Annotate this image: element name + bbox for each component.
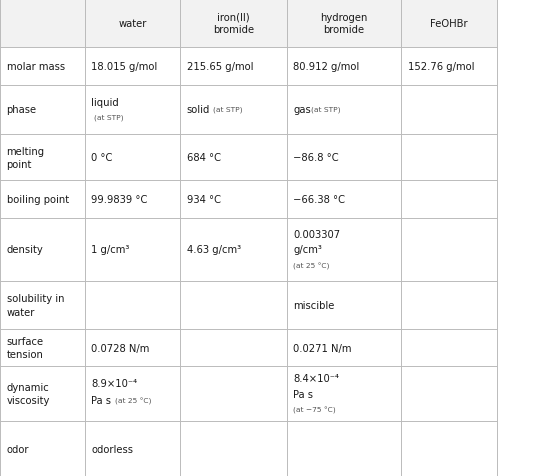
Text: (at 25 °C): (at 25 °C)	[115, 397, 152, 404]
Text: 4.63 g/cm³: 4.63 g/cm³	[187, 245, 241, 255]
Text: odorless: odorless	[91, 444, 133, 454]
Text: 0.003307: 0.003307	[293, 229, 340, 239]
Text: 934 °C: 934 °C	[187, 195, 221, 205]
Text: (at STP): (at STP)	[213, 107, 242, 113]
Text: miscible: miscible	[293, 300, 335, 310]
Text: gas: gas	[293, 105, 311, 115]
Text: (at 25 °C): (at 25 °C)	[293, 263, 330, 270]
Text: solubility in
water: solubility in water	[7, 294, 64, 317]
Text: melting
point: melting point	[7, 146, 45, 169]
Text: 80.912 g/mol: 80.912 g/mol	[293, 62, 359, 72]
Text: molar mass: molar mass	[7, 62, 64, 72]
Text: boiling point: boiling point	[7, 195, 69, 205]
Text: g/cm³: g/cm³	[293, 245, 322, 255]
Text: odor: odor	[7, 444, 29, 454]
Text: (at STP): (at STP)	[311, 107, 340, 113]
Text: 8.4×10⁻⁴: 8.4×10⁻⁴	[293, 374, 339, 384]
Text: 0 °C: 0 °C	[91, 153, 112, 163]
Text: (at STP): (at STP)	[94, 114, 123, 120]
Text: water: water	[118, 19, 146, 29]
Text: phase: phase	[7, 105, 37, 115]
Bar	[0, 0, 497, 48]
Text: iron(II)
bromide: iron(II) bromide	[213, 13, 254, 35]
Text: 18.015 g/mol: 18.015 g/mol	[91, 62, 157, 72]
Text: 1 g/cm³: 1 g/cm³	[91, 245, 129, 255]
Text: 0.0728 N/m: 0.0728 N/m	[91, 343, 150, 353]
Text: dynamic
viscosity: dynamic viscosity	[7, 382, 50, 406]
Text: −86.8 °C: −86.8 °C	[293, 153, 339, 163]
Text: hydrogen
bromide: hydrogen bromide	[321, 13, 367, 35]
Text: FeOHBr: FeOHBr	[430, 19, 468, 29]
Text: 99.9839 °C: 99.9839 °C	[91, 195, 147, 205]
Text: −66.38 °C: −66.38 °C	[293, 195, 345, 205]
Text: Pa s: Pa s	[293, 389, 313, 399]
Text: 8.9×10⁻⁴: 8.9×10⁻⁴	[91, 378, 137, 388]
Text: liquid: liquid	[91, 98, 119, 108]
Text: 215.65 g/mol: 215.65 g/mol	[187, 62, 253, 72]
Text: 684 °C: 684 °C	[187, 153, 221, 163]
Text: density: density	[7, 245, 43, 255]
Text: 152.76 g/mol: 152.76 g/mol	[408, 62, 474, 72]
Text: surface
tension: surface tension	[7, 337, 44, 359]
Text: 0.0271 N/m: 0.0271 N/m	[293, 343, 352, 353]
Text: Pa s: Pa s	[91, 396, 111, 406]
Text: (at −75 °C): (at −75 °C)	[293, 406, 336, 413]
Text: solid: solid	[187, 105, 210, 115]
